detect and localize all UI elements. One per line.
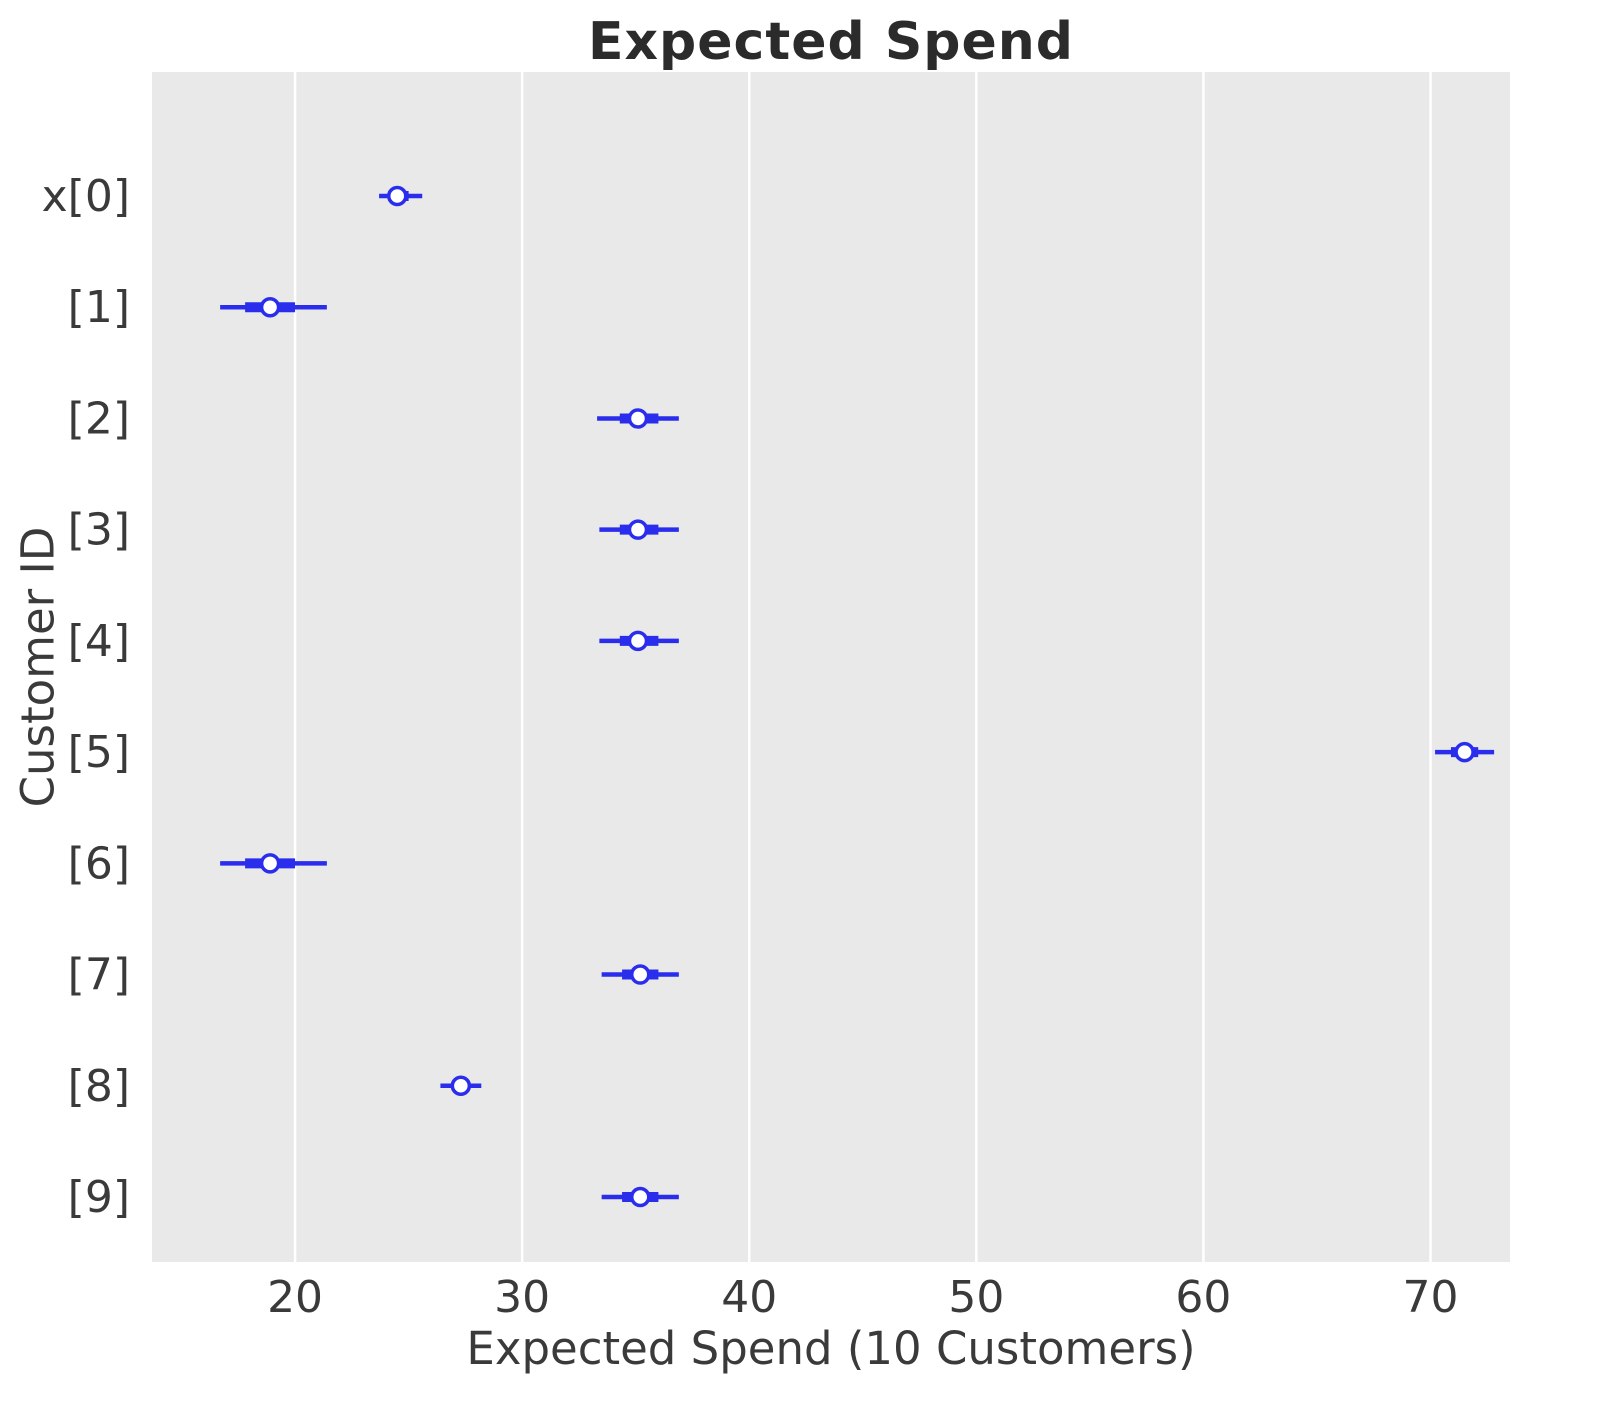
- point-estimate-marker: [629, 964, 651, 985]
- point-estimate-marker: [627, 630, 649, 652]
- y-tick-label: [4]: [68, 616, 130, 667]
- y-tick-label: [1]: [68, 282, 130, 333]
- point-estimate-marker: [450, 1075, 472, 1097]
- point-estimate-marker: [387, 185, 408, 207]
- y-tick-label: [8]: [68, 1061, 130, 1112]
- x-tick-label: 20: [267, 1272, 323, 1323]
- y-tick-label: [5]: [68, 727, 130, 778]
- y-tick-label: [3]: [68, 505, 130, 556]
- y-tick-label: x[0]: [42, 171, 130, 222]
- y-tick-label: [2]: [68, 393, 130, 444]
- point-estimate-marker: [627, 408, 649, 429]
- x-tick-label: 70: [1403, 1272, 1459, 1323]
- point-estimate-marker: [259, 853, 281, 874]
- x-axis-label: Expected Spend (10 Customers): [466, 1322, 1196, 1375]
- point-estimate-marker: [1454, 741, 1475, 763]
- point-estimate-marker: [259, 296, 281, 318]
- x-tick-label: 40: [721, 1272, 777, 1323]
- point-estimate-marker: [627, 519, 649, 540]
- point-estimate-marker: [629, 1186, 651, 1208]
- chart-title: Expected Spend: [587, 12, 1074, 72]
- y-tick-label: [9]: [68, 1172, 130, 1223]
- x-tick-label: 30: [494, 1272, 550, 1323]
- plot-background: [152, 72, 1510, 1262]
- x-tick-label: 60: [1175, 1272, 1231, 1323]
- x-tick-label: 50: [948, 1272, 1004, 1323]
- y-axis-label: Customer ID: [11, 526, 65, 808]
- y-tick-label: [7]: [68, 950, 130, 1001]
- y-tick-label: [6]: [68, 838, 130, 889]
